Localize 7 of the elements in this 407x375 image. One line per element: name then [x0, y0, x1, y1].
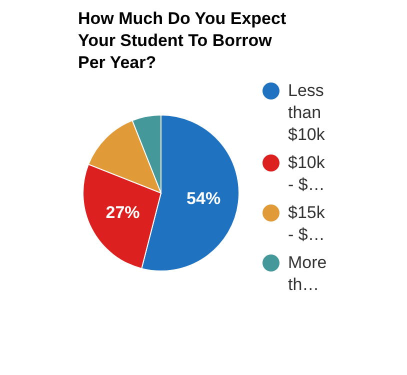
- data-label: 27%: [106, 202, 140, 222]
- legend-label: $15k - $…: [288, 202, 326, 246]
- legend-label: More th…: [288, 252, 328, 296]
- legend-label: $10k - $…: [288, 152, 326, 196]
- data-label: 54%: [186, 188, 221, 208]
- legend-label: Less than $10k: [288, 80, 326, 146]
- chart-title: How Much Do You Expect Your Student To Borrow Per Year?: [78, 8, 288, 74]
